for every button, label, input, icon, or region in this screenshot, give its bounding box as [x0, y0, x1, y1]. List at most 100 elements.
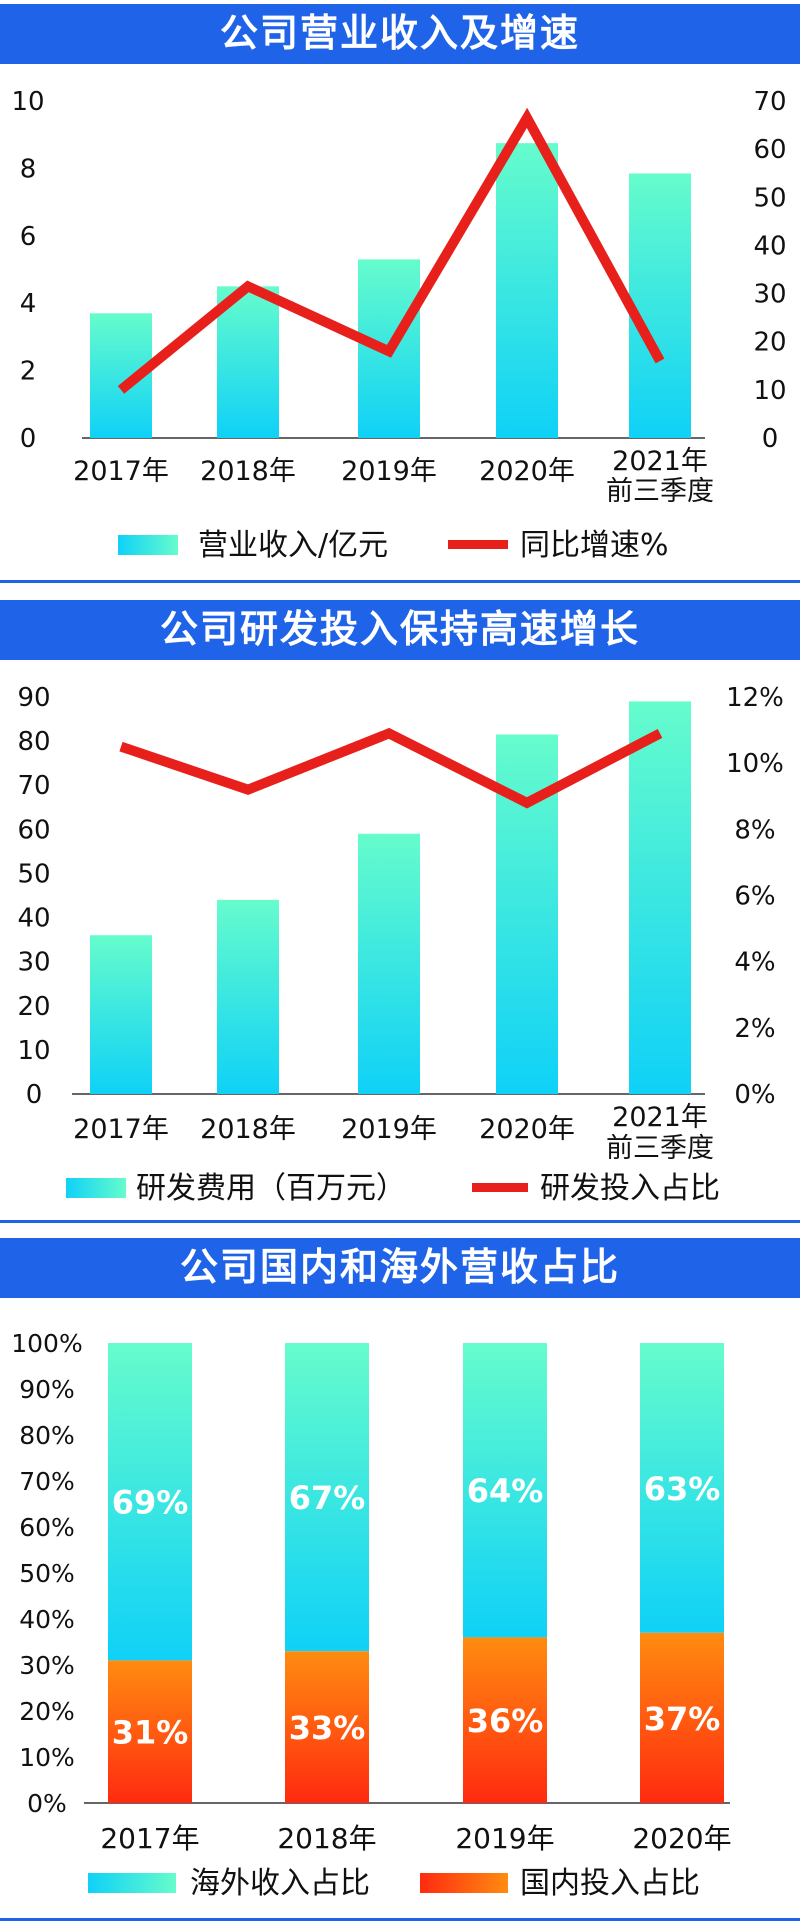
y-right-tick-label: 12%: [726, 683, 784, 713]
x-tick-label: 2018年: [277, 1822, 376, 1855]
y-right-tick-label: 6%: [734, 882, 775, 912]
x-tick-label: 前三季度: [606, 1133, 714, 1164]
y-left-tick-label: 20: [17, 992, 50, 1022]
x-tick-label: 2020年: [479, 456, 575, 487]
y-tick-label: 30%: [19, 1651, 75, 1680]
legend-label-overseas: 海外收入占比: [190, 1866, 370, 1901]
line-rd-ratio: [119, 727, 663, 809]
y-left-tick-label: 90: [17, 683, 50, 713]
legend-swatch-revenue: [118, 535, 178, 555]
y-right-tick-label: 20: [753, 328, 786, 358]
y-left-tick-label: 60: [17, 815, 50, 845]
legend-swatch-domestic: [420, 1873, 508, 1893]
legend-label-rd-ratio: 研发投入占比: [540, 1171, 720, 1206]
x-tick-label: 2019年: [341, 456, 437, 487]
divider: [0, 1918, 800, 1921]
bar-rd-expense: [90, 935, 152, 1094]
bar-overseas: [285, 1343, 369, 1652]
legend-label-revenue: 营业收入/亿元: [198, 528, 388, 563]
bar-domestic: [108, 1660, 192, 1803]
x-tick-label: 2020年: [479, 1114, 575, 1145]
chart1-header-title: 公司营业收入及增速: [220, 11, 580, 55]
legend-swatch-rd-ratio: [472, 1183, 528, 1192]
y-left-tick-label: 6: [20, 222, 37, 252]
legend-label-rd-expense: 研发费用（百万元）: [136, 1171, 406, 1206]
bar-overseas: [108, 1343, 192, 1661]
data-label-overseas: 63%: [644, 1470, 721, 1508]
bar-rd-expense: [217, 899, 279, 1094]
y-left-tick-label: 2: [20, 357, 37, 387]
legend-swatch-overseas: [88, 1873, 176, 1893]
y-tick-label: 90%: [19, 1375, 75, 1404]
x-tick-label: 2018年: [200, 456, 296, 487]
y-right-tick-label: 10: [753, 376, 786, 406]
y-right-tick-label: 70: [753, 87, 786, 117]
chart3-header-bar: [0, 1238, 800, 1298]
data-label-overseas: 69%: [112, 1484, 189, 1522]
x-tick-label: 2017年: [73, 456, 169, 487]
y-left-tick-label: 30: [17, 948, 50, 978]
y-right-tick-label: 10%: [726, 749, 784, 779]
chart1-header-bar: [0, 4, 800, 64]
legend-label-domestic: 国内投入占比: [520, 1866, 700, 1901]
chart2-header-bar: [0, 600, 800, 660]
bar-revenue: [217, 286, 279, 438]
y-tick-label: 20%: [19, 1697, 75, 1726]
x-tick-label: 2018年: [200, 1114, 296, 1145]
x-tick-label: 2021年: [612, 446, 708, 477]
y-tick-label: 60%: [19, 1513, 75, 1542]
y-tick-label: 100%: [11, 1329, 82, 1358]
y-left-tick-label: 80: [17, 727, 50, 757]
line-growth-rate: [117, 107, 665, 394]
data-label-domestic: 37%: [644, 1700, 721, 1738]
x-tick-label: 2019年: [455, 1822, 554, 1855]
y-left-tick-label: 40: [17, 904, 50, 934]
data-label-overseas: 64%: [467, 1472, 544, 1510]
bar-domestic: [285, 1651, 369, 1803]
data-label-overseas: 67%: [289, 1479, 366, 1517]
y-left-tick-label: 50: [17, 859, 50, 889]
y-right-tick-label: 60: [753, 135, 786, 165]
chart2-header-title: 公司研发投入保持高速增长: [160, 607, 640, 651]
divider: [0, 580, 800, 583]
bar-revenue: [496, 143, 558, 438]
y-left-tick-label: 10: [17, 1036, 50, 1066]
bar-overseas: [640, 1343, 724, 1633]
y-tick-label: 80%: [19, 1421, 75, 1450]
y-left-tick-label: 0: [20, 424, 37, 454]
x-tick-label: 前三季度: [606, 476, 714, 507]
y-tick-label: 0%: [27, 1789, 67, 1818]
data-label-domestic: 36%: [467, 1702, 544, 1740]
y-right-tick-label: 50: [753, 183, 786, 213]
bar-rd-expense: [358, 833, 420, 1094]
y-left-tick-label: 70: [17, 771, 50, 801]
y-right-tick-label: 0%: [734, 1080, 775, 1110]
y-right-tick-label: 40: [753, 231, 786, 261]
y-left-tick-label: 4: [20, 289, 37, 319]
data-label-domestic: 33%: [289, 1709, 366, 1747]
y-left-tick-label: 8: [20, 154, 37, 184]
y-left-tick-label: 0: [26, 1080, 43, 1110]
divider: [0, 1220, 800, 1223]
y-right-tick-label: 4%: [734, 948, 775, 978]
legend-swatch-growth: [448, 540, 508, 549]
x-tick-label: 2019年: [341, 1114, 437, 1145]
bar-domestic: [463, 1637, 547, 1803]
y-right-tick-label: 30: [753, 280, 786, 310]
data-label-domestic: 31%: [112, 1714, 189, 1752]
bar-domestic: [640, 1632, 724, 1803]
y-right-tick-label: 0: [762, 424, 779, 454]
legend-label-growth: 同比增速%: [520, 528, 669, 563]
y-tick-label: 70%: [19, 1467, 75, 1496]
y-tick-label: 50%: [19, 1559, 75, 1588]
x-tick-label: 2017年: [73, 1114, 169, 1145]
x-tick-label: 2021年: [612, 1102, 708, 1133]
y-tick-label: 10%: [19, 1743, 75, 1772]
x-tick-label: 2020年: [632, 1822, 731, 1855]
chart3-header-title: 公司国内和海外营收占比: [180, 1245, 620, 1289]
bar-rd-expense: [629, 701, 691, 1094]
legend-swatch-rd-expense: [66, 1178, 126, 1198]
bar-revenue: [629, 173, 691, 438]
y-left-tick-label: 10: [11, 87, 44, 117]
